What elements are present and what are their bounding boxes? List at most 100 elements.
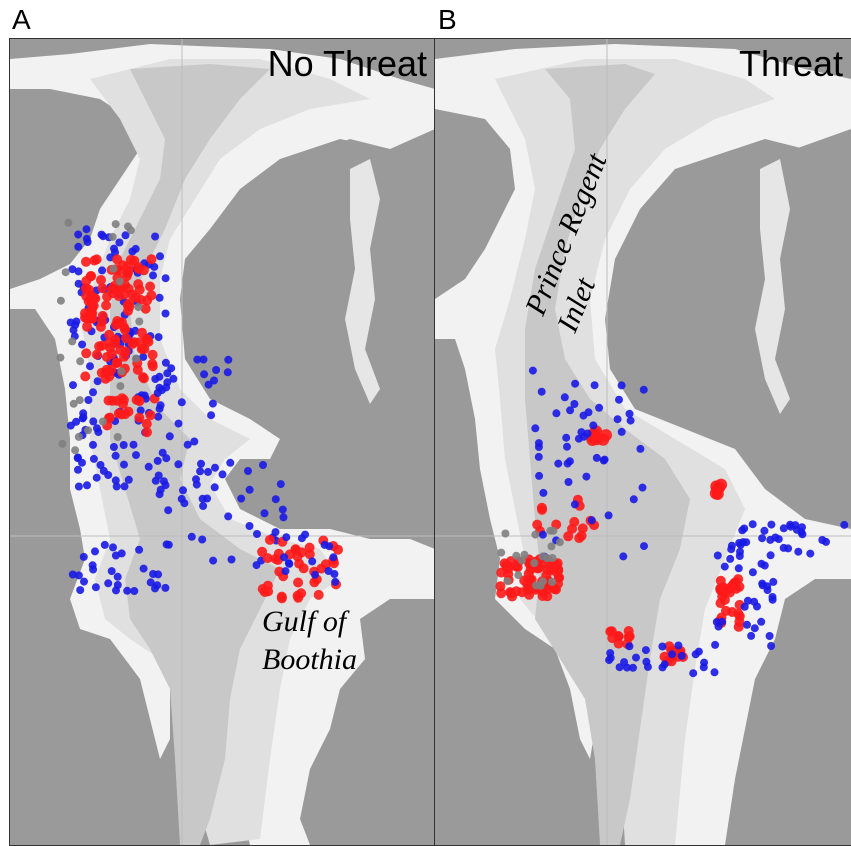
observation-point [96,461,105,469]
observation-point [748,568,757,577]
observation-point [583,429,592,438]
map-canvas-a: Gulf of Boothia [10,39,435,845]
observation-point [711,640,720,649]
observation-point [165,432,174,441]
observation-point [534,443,543,451]
observation-point [694,647,703,656]
observation-point [632,653,640,662]
observation-point [130,587,139,595]
observation-point [313,589,324,600]
observation-point [81,256,91,267]
observation-point [151,375,160,383]
observation-point [263,586,274,597]
observation-point [82,225,91,234]
observation-point [629,495,638,504]
observation-point [748,520,757,529]
observation-point [115,277,124,286]
observation-point [531,530,540,539]
observation-point [131,394,142,405]
observation-point [769,577,778,586]
observation-point [84,284,94,295]
observation-point [180,499,189,508]
observation-point [210,483,219,492]
observation-point [539,488,548,497]
observation-point [169,374,178,383]
observation-point [129,255,140,266]
observation-point [329,553,338,562]
observation-point [123,586,132,595]
observation-point [61,268,70,277]
observation-point [155,404,164,413]
observation-point [139,564,148,573]
observation-point [260,509,269,518]
label-gulf-of-boothia-1: Gulf of [262,605,350,638]
observation-point [98,417,107,426]
observation-point [91,547,99,556]
observation-point [566,406,575,415]
observation-point [522,579,533,590]
observation-point [726,554,735,563]
observation-point [689,669,698,678]
observation-point [102,291,113,302]
observation-point [207,411,216,420]
observation-point [163,378,172,387]
observation-point [79,409,88,418]
observation-point [89,454,98,463]
observation-point [104,579,113,588]
observation-point [298,563,309,574]
observation-point [750,624,759,633]
observation-point [116,382,125,391]
observation-point [124,222,132,231]
observation-point [144,462,153,471]
observation-point [600,429,612,442]
observation-points-b [495,366,849,678]
observation-point [154,471,163,480]
observation-point [76,586,85,595]
observation-point [600,455,609,464]
observation-point [767,642,776,650]
observation-point [718,617,727,626]
observation-point [78,340,87,349]
observation-point [154,570,163,579]
observation-point [569,516,580,527]
observation-point [117,367,126,376]
observation-point [91,583,100,592]
observation-point [740,602,749,611]
observation-point [218,470,227,479]
observation-point [161,309,170,318]
observation-point [121,333,132,344]
observation-point [132,451,140,460]
observation-point [224,355,233,364]
observation-point [190,437,199,446]
observation-point [154,412,163,421]
observation-point [330,570,339,578]
observation-point [592,453,601,462]
observation-point [199,355,208,364]
observation-point [629,663,637,672]
observation-point [640,542,648,551]
observation-point [84,426,92,435]
observation-point [279,513,288,522]
observation-point [145,410,156,421]
panel-letter-b: B [438,4,457,35]
observation-point [560,393,569,402]
observation-point [107,567,116,576]
observation-point [638,483,647,492]
observation-point [93,377,102,386]
observation-point [64,218,73,227]
observation-point [274,566,285,577]
observation-point [141,333,152,344]
observation-point [153,456,162,465]
observation-point [89,417,98,426]
observation-point [212,366,221,374]
observation-point [763,582,772,591]
observation-point [98,266,107,275]
observation-point [590,381,599,390]
observation-point [537,387,546,396]
observation-point [280,553,289,562]
observation-point [82,321,93,332]
observation-point [127,289,138,300]
observation-point [119,289,130,300]
observation-point [537,591,548,601]
observation-point [80,371,91,382]
